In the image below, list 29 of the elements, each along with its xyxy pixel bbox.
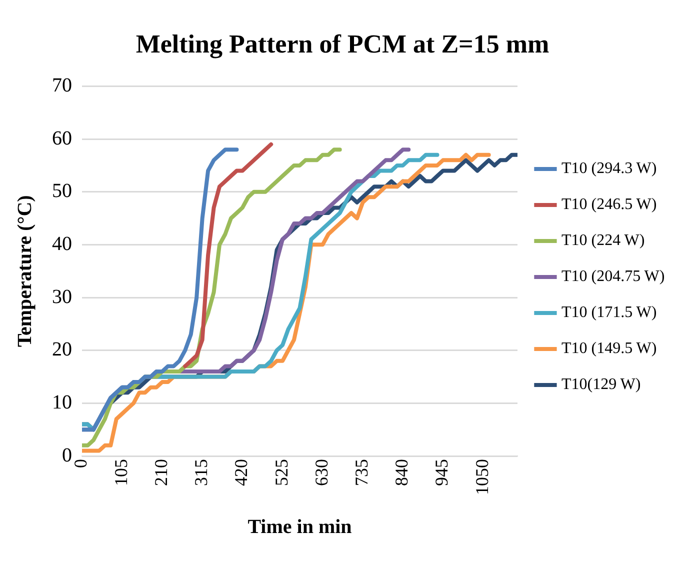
y-tick-label: 70: [52, 74, 72, 96]
y-tick-label: 40: [52, 232, 72, 255]
x-tick-label: 315: [191, 459, 212, 486]
y-tick-label: 30: [52, 286, 72, 308]
x-tick-label: 735: [351, 459, 372, 486]
legend-label: T10 (204.75 W): [561, 268, 665, 286]
y-tick-label: 10: [52, 391, 72, 414]
x-tick-label: 0: [70, 459, 91, 468]
x-axis-title: Time in min: [248, 516, 352, 538]
x-tick-label: 525: [271, 459, 292, 486]
legend-label: T10 (294.3 W): [561, 160, 657, 178]
x-tick-label: 420: [231, 459, 252, 486]
y-tick-label: 50: [52, 180, 72, 202]
y-tick-label: 20: [52, 338, 72, 361]
legend-label: T10 (224 W): [561, 232, 645, 250]
x-tick-label: 840: [392, 459, 412, 486]
x-tick-label: 210: [150, 459, 171, 486]
y-axis-title: Temperature (°C): [14, 195, 36, 348]
legend-label: T10(129 W): [561, 376, 641, 394]
legend-label: T10 (149.5 W): [561, 340, 657, 358]
x-tick-label: 945: [432, 459, 452, 486]
x-tick-label: 630: [311, 459, 332, 486]
x-tick-label: 1050: [472, 459, 492, 495]
y-tick-label: 0: [62, 444, 72, 466]
legend-label: T10 (171.5 W): [561, 304, 657, 322]
y-tick-label: 60: [52, 127, 72, 150]
x-tick-label: 105: [110, 459, 131, 486]
chart-title: Melting Pattern of PCM at Z=15 mm: [136, 29, 550, 58]
legend-label: T10 (246.5 W): [561, 196, 657, 214]
